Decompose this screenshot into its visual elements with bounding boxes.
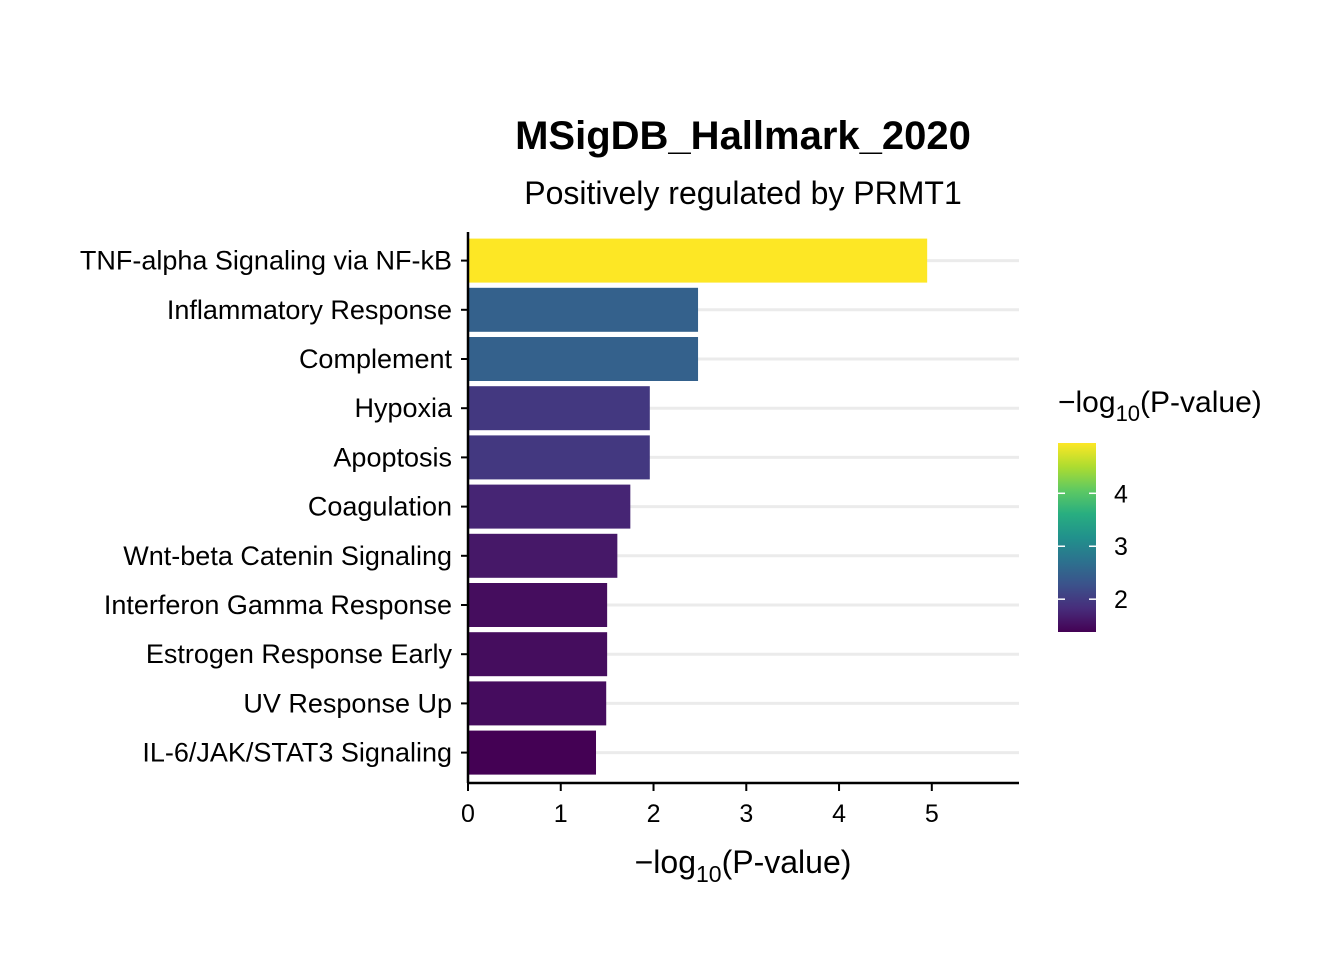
bar	[468, 632, 608, 677]
bar	[468, 484, 631, 529]
legend-title: −log10(P-value)	[1058, 386, 1262, 426]
bar	[468, 238, 928, 283]
y-tick-label: TNF-alpha Signaling via NF-kB	[80, 246, 452, 276]
y-tick-label: Estrogen Response Early	[146, 639, 453, 669]
bar	[468, 533, 618, 578]
y-tick-label: Hypoxia	[354, 393, 453, 423]
bar	[468, 435, 650, 480]
y-tick-label: Apoptosis	[333, 442, 452, 472]
chart-subtitle: Positively regulated by PRMT1	[524, 175, 962, 211]
x-tick-label: 2	[647, 800, 661, 828]
x-tick-label: 5	[925, 800, 939, 828]
x-axis-ticks: 0 1 2 3 4 5	[461, 783, 939, 828]
y-tick-label: Complement	[299, 344, 453, 374]
legend-colorbar	[1058, 443, 1096, 632]
x-axis-label: −log10(P-value)	[635, 844, 852, 887]
y-tick-label: Wnt-beta Catenin Signaling	[123, 541, 452, 571]
bar	[468, 681, 607, 726]
bar	[468, 386, 650, 431]
y-tick-label: UV Response Up	[243, 688, 452, 718]
y-axis-labels: TNF-alpha Signaling via NF-kB Inflammator…	[80, 246, 468, 768]
legend-tick-label: 2	[1114, 586, 1128, 614]
x-tick-label: 4	[832, 800, 846, 828]
legend-tick-label: 3	[1114, 533, 1128, 561]
x-tick-label: 3	[739, 800, 753, 828]
legend-ticks: 2 3 4	[1058, 480, 1128, 614]
legend-tick-label: 4	[1114, 480, 1128, 508]
y-tick-label: Inflammatory Response	[167, 295, 452, 325]
chart-title: MSigDB_Hallmark_2020	[515, 114, 971, 158]
x-tick-label: 0	[461, 800, 475, 828]
color-legend: −log10(P-value) 2 3 4	[1058, 386, 1262, 632]
bar	[468, 287, 699, 332]
y-tick-label: IL-6/JAK/STAT3 Signaling	[142, 738, 452, 768]
bars	[468, 238, 928, 775]
y-tick-label: Coagulation	[308, 492, 452, 522]
bar	[468, 337, 699, 381]
bar	[468, 730, 597, 775]
x-tick-label: 1	[554, 800, 568, 828]
y-tick-label: Interferon Gamma Response	[104, 590, 452, 620]
bar	[468, 583, 608, 627]
